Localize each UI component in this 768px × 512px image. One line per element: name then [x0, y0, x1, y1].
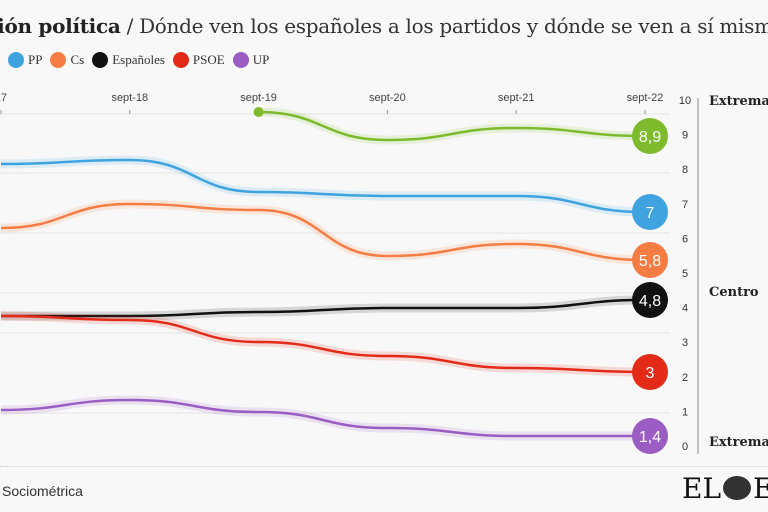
- series-line-españoles: [0, 298, 646, 318]
- legend-dot: [92, 52, 109, 68]
- legend-label: UP: [252, 52, 270, 67]
- y-tick-label: 2: [682, 372, 688, 384]
- legend-label: Españoles: [112, 52, 165, 67]
- y-tick-label: 10: [679, 95, 691, 107]
- end-label-circle: [632, 282, 668, 318]
- y-tick-label: 0: [682, 441, 688, 453]
- axis-label-top: Extrema: [709, 94, 768, 109]
- series-band: [0, 395, 645, 441]
- series-start-point: [253, 107, 264, 117]
- legend-dot: [172, 52, 189, 68]
- el-espanol-logo: ELES: [682, 472, 768, 505]
- end-label-circle: [632, 242, 668, 278]
- legend-item: Españoles: [92, 52, 165, 68]
- legend-dot: [8, 52, 24, 68]
- x-tick-label: sept-22: [627, 92, 664, 104]
- end-label: 1,4: [639, 429, 661, 446]
- y-tick-label: 6: [682, 233, 688, 245]
- y-tick-label: 1: [682, 406, 688, 418]
- title-bold: ición política: [0, 14, 121, 38]
- legend-item: UP: [232, 52, 270, 68]
- legend-item: PP: [8, 52, 42, 68]
- series-line-cs: [0, 202, 646, 262]
- end-label-circle: [632, 118, 668, 154]
- divider: [0, 466, 768, 467]
- legend-dot: [232, 52, 249, 68]
- end-label: 7: [646, 205, 655, 222]
- series-line-up: [0, 398, 645, 438]
- x-tick-label: sept-20: [369, 92, 406, 104]
- title-subtitle: / Dónde ven los españoles a los partidos…: [126, 14, 768, 38]
- end-label: 8,9: [639, 129, 661, 146]
- x-tick-label: sept-21: [498, 92, 535, 104]
- legend-dot: [50, 52, 67, 68]
- axis-label-bottom: Extrema: [709, 435, 768, 450]
- series-line-pp: [0, 158, 646, 214]
- legend-item: Cs: [50, 52, 84, 68]
- y-tick-label: 9: [682, 130, 688, 142]
- y-tick-label: 3: [682, 337, 688, 349]
- end-label: 4,8: [639, 293, 661, 310]
- legend-item: PSOE: [172, 52, 225, 68]
- x-tick-label: sept-19: [240, 92, 277, 104]
- end-label-circle: [632, 194, 668, 230]
- series-band: [258, 107, 646, 145]
- legend-label: Cs: [70, 52, 85, 67]
- chart-title: ición política / Dónde ven los españoles…: [0, 14, 768, 38]
- x-tick-label: t-17: [0, 92, 7, 104]
- axis-label-middle: Centro: [709, 285, 759, 300]
- end-label: 3: [646, 365, 655, 382]
- end-label-circle: [632, 418, 668, 454]
- series-line-psoe: [0, 314, 646, 374]
- source: Sociométrica: [2, 483, 83, 499]
- legend: PP Cs Españoles PSOE UP: [8, 52, 269, 68]
- series-line-unnamed: [258, 110, 646, 142]
- end-label: 5,8: [639, 253, 661, 270]
- end-label-circle: [632, 354, 668, 390]
- legend-label: PSOE: [192, 52, 225, 67]
- series-band: [0, 311, 646, 377]
- y-tick-label: 7: [682, 199, 688, 211]
- y-tick-label: 8: [682, 164, 688, 176]
- legend-label: PP: [28, 52, 43, 67]
- y-tick-label: 4: [682, 303, 688, 315]
- x-tick-label: sept-18: [111, 92, 148, 104]
- y-tick-label: 5: [682, 268, 688, 280]
